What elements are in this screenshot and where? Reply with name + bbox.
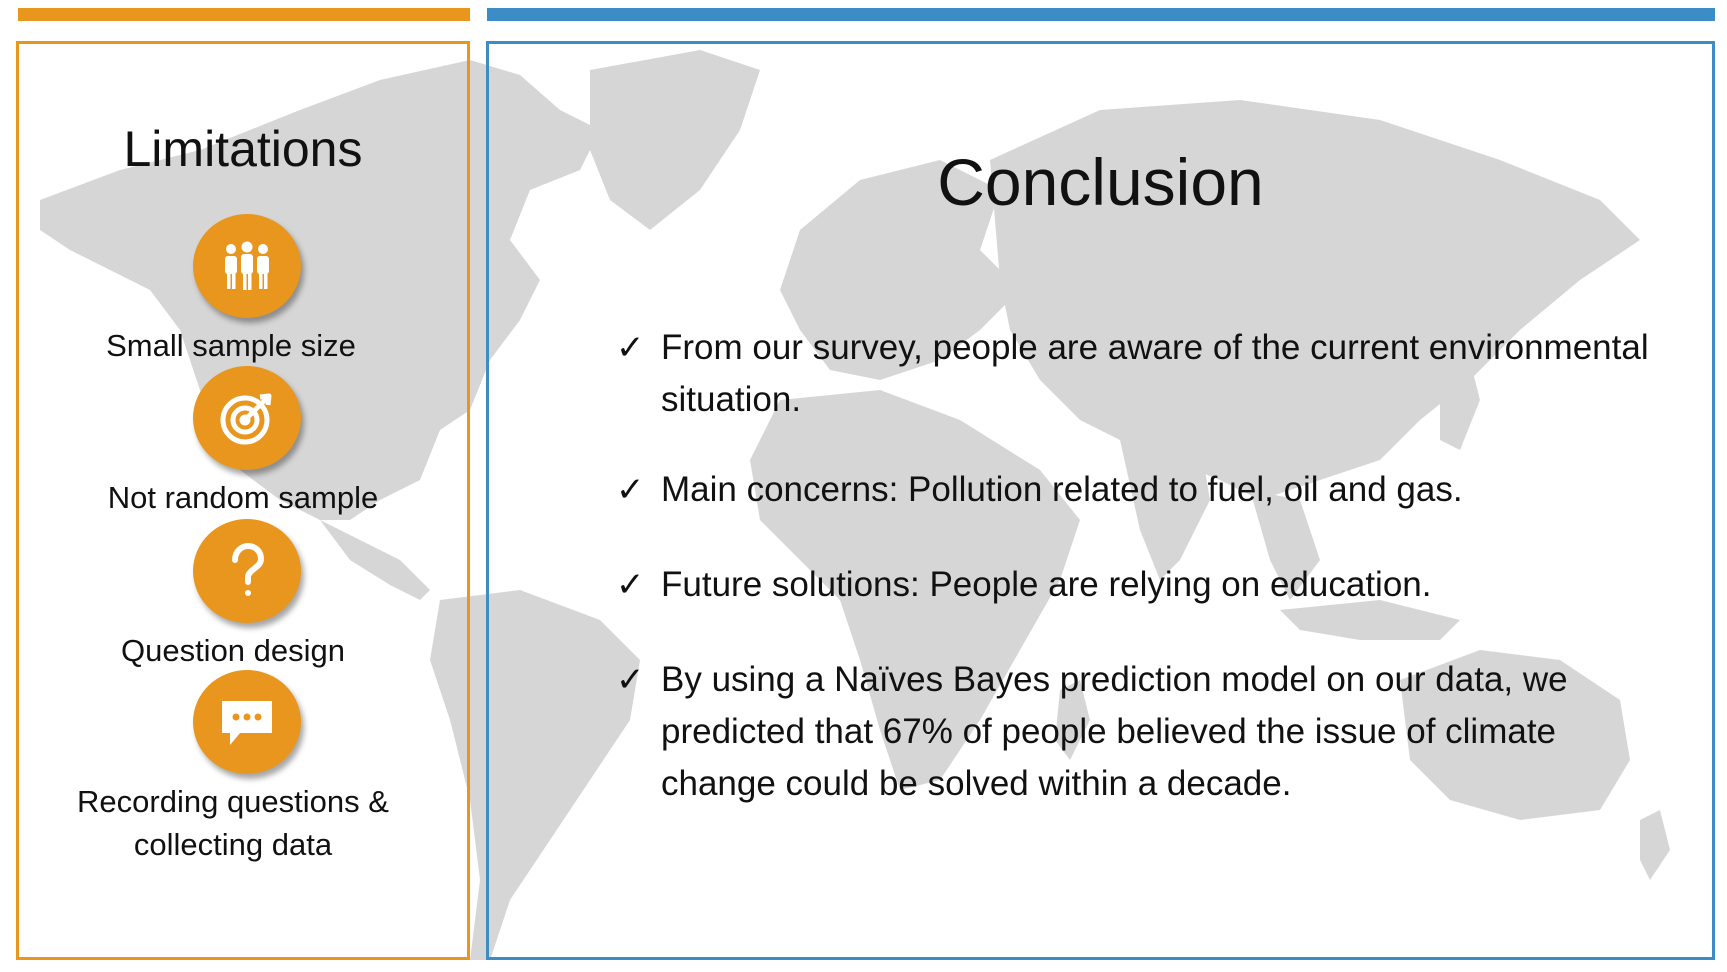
asia-shape bbox=[990, 100, 1640, 500]
limitation-label: Recording questions & collecting data bbox=[77, 784, 389, 862]
chat-bubble-icon bbox=[193, 670, 301, 774]
checkmark-icon: ✓ bbox=[616, 470, 645, 510]
indonesia-shape bbox=[1280, 600, 1460, 640]
conclusion-text: By using a Naïves Bayes prediction model… bbox=[661, 660, 1568, 803]
new-zealand-shape bbox=[1640, 810, 1670, 880]
conclusion-title: Conclusion bbox=[937, 145, 1264, 219]
left-accent-bar bbox=[18, 8, 470, 21]
africa-shape bbox=[750, 390, 1080, 790]
limitation-label: Small sample size bbox=[106, 328, 356, 363]
right-accent-bar bbox=[487, 8, 1715, 21]
south-america-shape bbox=[430, 590, 640, 960]
limitations-title: Limitations bbox=[123, 121, 363, 177]
checkmark-icon: ✓ bbox=[616, 565, 645, 605]
target-icon bbox=[193, 366, 301, 470]
conclusion-text: From our survey, people are aware of the… bbox=[661, 328, 1649, 419]
southeast-asia-shape bbox=[1250, 490, 1320, 600]
europe-shape bbox=[780, 160, 1020, 380]
north-america-shape bbox=[40, 60, 600, 520]
greenland-shape bbox=[590, 50, 760, 230]
conclusion-text: Future solutions: People are relying on … bbox=[661, 565, 1432, 604]
checkmark-icon: ✓ bbox=[616, 660, 645, 700]
australia-shape bbox=[1400, 650, 1630, 820]
conclusion-panel: Conclusion ✓ From our survey, people are… bbox=[486, 41, 1715, 960]
conclusion-text: Main concerns: Pollution related to fuel… bbox=[661, 470, 1463, 509]
japan-shape bbox=[1440, 360, 1480, 450]
limitation-label: Question design bbox=[120, 633, 346, 668]
limitation-label: Not random sample bbox=[107, 480, 379, 515]
people-icon bbox=[193, 214, 301, 318]
india-shape bbox=[1120, 440, 1210, 580]
question-mark-icon bbox=[193, 519, 301, 623]
madagascar-shape bbox=[1055, 680, 1090, 760]
limitations-panel: Limitations Small sample size Not random… bbox=[16, 41, 470, 960]
checkmark-icon: ✓ bbox=[616, 328, 645, 368]
central-america-shape bbox=[320, 520, 430, 600]
